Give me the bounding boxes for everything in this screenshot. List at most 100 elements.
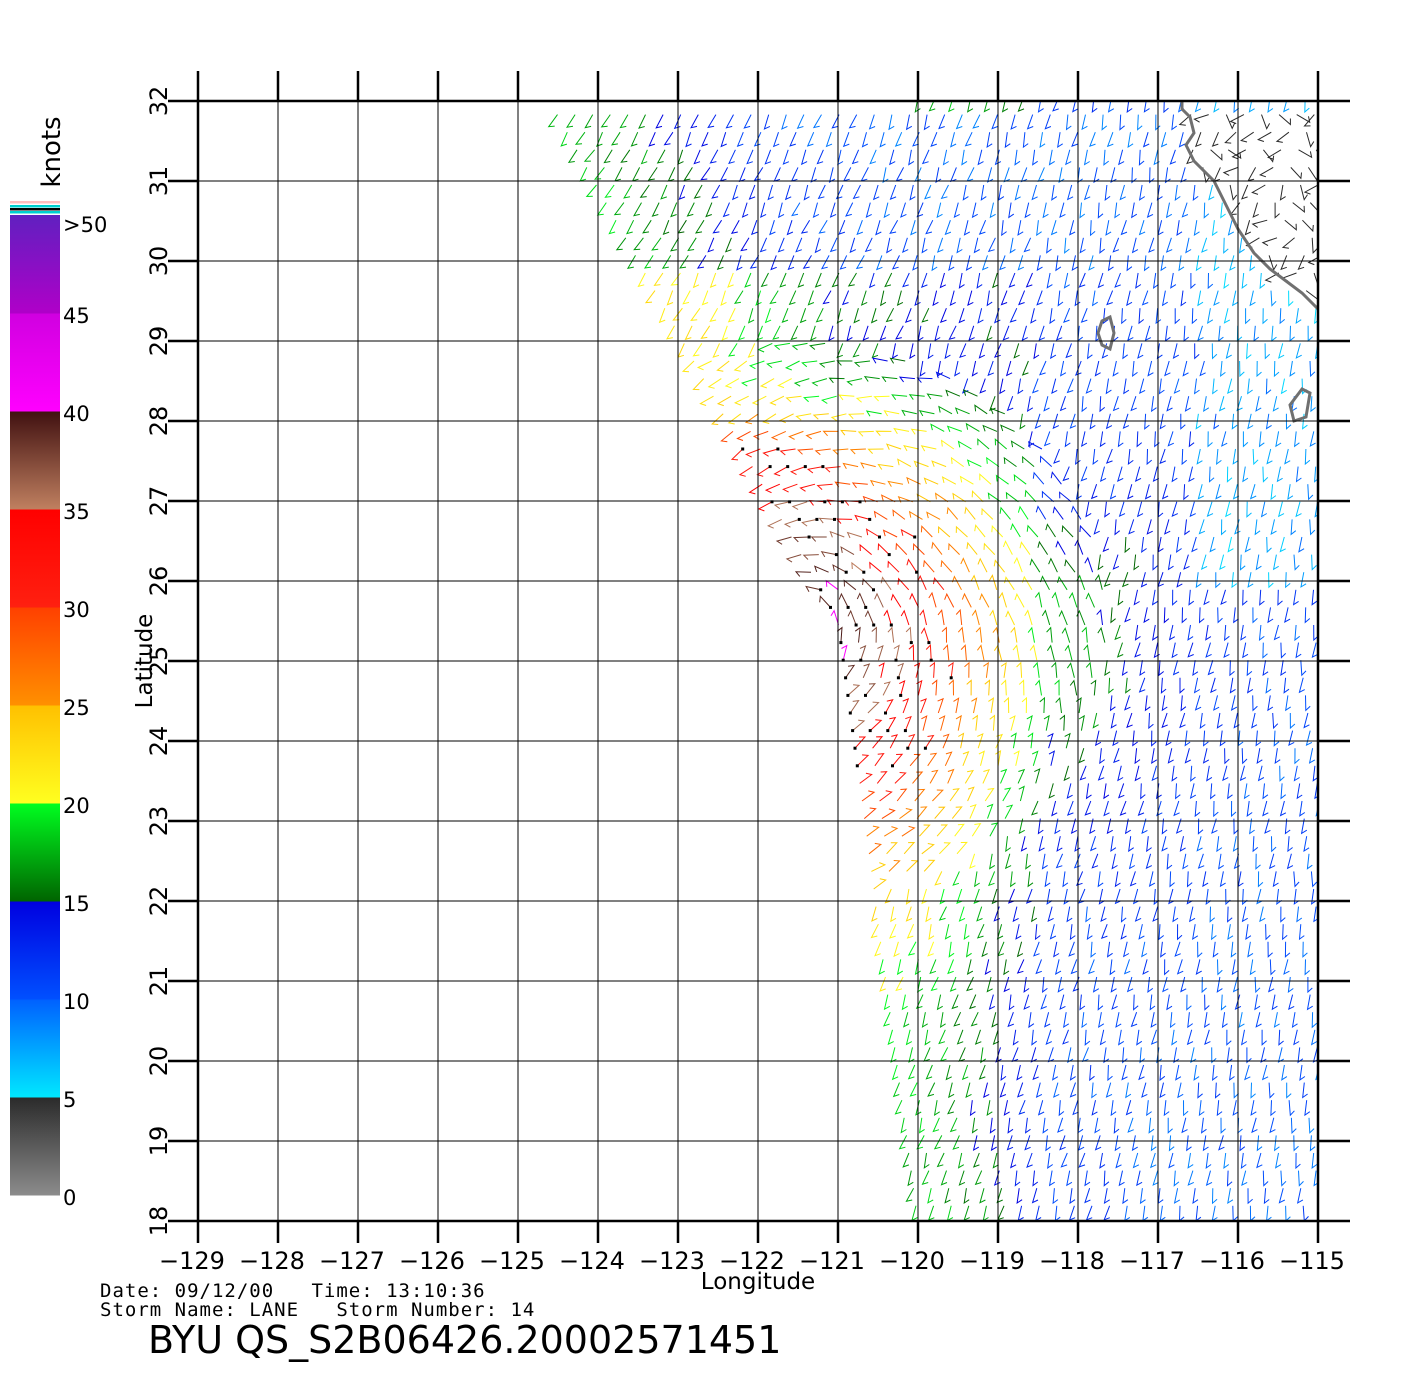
wind-barb	[982, 424, 998, 432]
wind-barb	[1011, 1047, 1019, 1063]
wind-barb	[929, 769, 939, 784]
rain-flag	[915, 570, 919, 574]
wind-barb	[1141, 536, 1147, 553]
wind-barb	[1023, 237, 1032, 253]
wind-barb	[891, 394, 908, 400]
wind-barb	[1193, 1064, 1200, 1081]
wind-barb	[727, 413, 742, 425]
wind-barb	[888, 114, 895, 131]
wind-barb	[944, 751, 953, 767]
wind-barb	[1256, 1135, 1263, 1152]
wind-barb	[1010, 440, 1025, 450]
wind-barb	[1157, 572, 1164, 588]
wind-barb	[1283, 677, 1290, 694]
wind-barb	[1028, 1012, 1035, 1029]
wind-barb	[1127, 132, 1134, 149]
wind-barb	[1190, 1047, 1197, 1064]
wind-barb	[812, 114, 822, 129]
wind-barb	[909, 592, 919, 608]
wind-barb	[796, 114, 805, 129]
wind-barb	[897, 495, 913, 503]
wind-barb	[690, 307, 701, 322]
wind-barb	[889, 357, 906, 364]
wind-barb	[828, 167, 836, 183]
wind-barb	[1048, 750, 1056, 766]
wind-barb	[895, 167, 905, 182]
lat-tick-label: 18	[145, 1206, 173, 1237]
wind-barb	[1004, 132, 1011, 149]
wind-barb	[1012, 906, 1019, 923]
wind-barb	[701, 290, 709, 306]
wind-barb	[777, 202, 785, 219]
wind-barb	[954, 407, 970, 415]
wind-barb	[1231, 149, 1247, 160]
wind-barb	[1160, 255, 1167, 272]
wind-barb	[1303, 114, 1315, 127]
wind-barb	[781, 308, 789, 323]
wind-barb	[967, 290, 974, 307]
wind-barb	[1052, 101, 1059, 112]
wind-barb	[1069, 413, 1077, 429]
wind-barb	[1269, 959, 1276, 976]
wind-barb	[1207, 308, 1214, 325]
wind-barb	[1261, 237, 1278, 247]
wind-barb	[929, 959, 937, 975]
wind-barb	[1085, 501, 1092, 518]
wind-barb	[941, 476, 957, 485]
wind-barb	[1112, 237, 1120, 253]
wind-barb	[1026, 715, 1033, 731]
wind-barb	[845, 664, 856, 679]
wind-barb	[1229, 677, 1236, 694]
wind-barb	[879, 132, 886, 148]
wind-barb	[1163, 101, 1169, 114]
wind-barb	[727, 272, 734, 288]
wind-barb	[891, 343, 898, 360]
wind-barb	[986, 1100, 993, 1117]
wind-barb	[1213, 290, 1220, 306]
wind-barb	[1180, 290, 1187, 307]
wind-barb	[1266, 149, 1282, 160]
wind-barb	[644, 290, 656, 304]
wind-barb	[1259, 272, 1266, 290]
wind-barb	[1246, 800, 1253, 817]
wind-barb	[1016, 1082, 1024, 1098]
wind-barb	[990, 407, 1005, 415]
wind-barb	[1064, 732, 1071, 749]
wind-barb	[871, 906, 878, 922]
wind-barb	[1103, 1188, 1110, 1205]
wind-barb	[885, 699, 894, 714]
wind-barb	[1265, 378, 1272, 395]
wind-barb	[1229, 184, 1238, 201]
wind-barb	[849, 699, 860, 714]
wind-barb	[897, 662, 905, 678]
wind-barb	[1070, 818, 1078, 835]
wind-barb	[822, 430, 839, 437]
wind-barb	[859, 644, 867, 661]
wind-barb	[1084, 1188, 1091, 1204]
wind-barb	[939, 888, 946, 905]
wind-barb	[1319, 1206, 1324, 1221]
wind-barb	[763, 114, 771, 130]
wind-barb	[1031, 184, 1038, 201]
wind-barb	[879, 976, 886, 992]
wind-barb	[955, 114, 963, 130]
wind-barb	[905, 888, 912, 905]
wind-barb	[1103, 149, 1110, 166]
wind-barb	[1174, 308, 1181, 325]
wind-barb	[1252, 607, 1258, 624]
rain-flag	[853, 746, 857, 750]
colorbar-segment	[10, 1097, 60, 1196]
wind-barb	[989, 1117, 996, 1134]
wind-barb	[852, 184, 861, 200]
wind-barb	[1225, 501, 1232, 518]
wind-barb	[1260, 1047, 1267, 1063]
wind-barb	[1203, 730, 1209, 747]
wind-barb	[565, 114, 576, 128]
wind-barb	[948, 679, 954, 696]
wind-barb	[1107, 1223, 1112, 1237]
wind-barb	[638, 114, 646, 129]
wind-barb	[1179, 677, 1185, 694]
wind-barb	[1099, 748, 1105, 765]
wind-barb	[1148, 1117, 1155, 1134]
wind-barb	[775, 536, 792, 545]
